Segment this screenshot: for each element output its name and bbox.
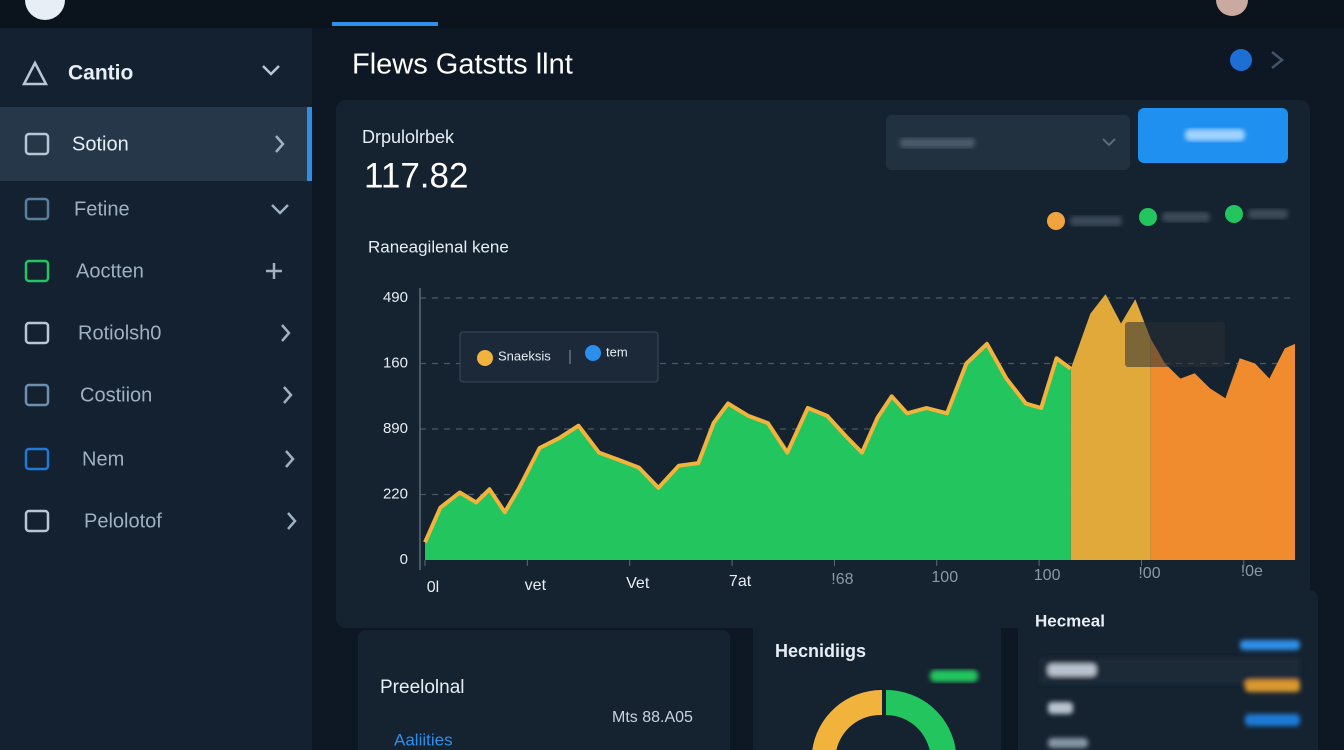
y-tick-label: 890 bbox=[383, 420, 408, 437]
tooltip-label: Snaeksis bbox=[498, 348, 551, 363]
page-title: Flews Gatstts llnt bbox=[352, 49, 573, 81]
item-label: Sotion bbox=[72, 133, 129, 155]
brand-icon bbox=[21, 60, 49, 86]
top-bar bbox=[0, 0, 1344, 28]
item-arrow bbox=[283, 386, 293, 404]
tooltip: Snaeksis tem bbox=[459, 331, 659, 383]
legend-text bbox=[1162, 212, 1210, 222]
x-tick-label: !0e bbox=[1241, 563, 1263, 580]
sidebar-item[interactable]: Costiion bbox=[24, 383, 293, 407]
selected-border bbox=[307, 107, 312, 181]
item-icon bbox=[24, 321, 50, 345]
sidebar-item[interactable]: Aoctten bbox=[24, 259, 282, 283]
row-text bbox=[1048, 664, 1096, 676]
item-icon bbox=[24, 447, 50, 471]
sidebar-item[interactable]: Nem bbox=[24, 447, 295, 471]
row-value bbox=[1245, 680, 1300, 692]
item-arrow bbox=[266, 263, 282, 279]
sidebar-item[interactable]: Fetine bbox=[24, 197, 289, 221]
x-tick-label: vet bbox=[525, 577, 547, 594]
item-icon bbox=[24, 383, 50, 407]
y-tick-label: 0 bbox=[400, 551, 408, 568]
x-tick-label: 0l bbox=[427, 579, 439, 596]
tooltip-dot bbox=[477, 350, 493, 366]
item-icon bbox=[24, 197, 50, 221]
x-tick-label: !68 bbox=[831, 571, 853, 588]
item-arrow bbox=[285, 450, 295, 468]
y-tick-label: 160 bbox=[383, 354, 408, 371]
panel-title: Preelolnal bbox=[380, 677, 465, 698]
area bbox=[425, 343, 1071, 560]
selected-bg bbox=[0, 107, 312, 181]
y-tick-label: 220 bbox=[383, 485, 408, 502]
legend-dot bbox=[1139, 208, 1157, 226]
dropdown-chevron bbox=[1102, 138, 1116, 147]
panel-title: Hecmeal bbox=[1035, 611, 1105, 630]
legend-text bbox=[1070, 216, 1122, 226]
x-tick-label: 7at bbox=[729, 573, 752, 590]
area bbox=[1150, 338, 1295, 560]
area-line bbox=[423, 341, 1072, 544]
item-icon bbox=[24, 259, 50, 283]
sidebar-item[interactable]: Rotiolsh0 bbox=[24, 321, 291, 345]
legend-dot bbox=[1047, 212, 1065, 230]
stat-label: Drpulolrbek bbox=[362, 127, 455, 147]
item-arrow bbox=[281, 324, 291, 342]
x-tick-label: 100 bbox=[931, 569, 958, 586]
item-label: Aoctten bbox=[76, 260, 144, 282]
dropdown[interactable] bbox=[886, 115, 1130, 170]
row-text bbox=[1048, 738, 1088, 748]
y-tick-label: 490 bbox=[383, 289, 408, 306]
panel-rows bbox=[1040, 640, 1300, 748]
item-label: Rotiolsh0 bbox=[78, 322, 161, 344]
stat-value: 117.82 bbox=[364, 156, 468, 195]
chart-label: Raneagilenal kene bbox=[368, 237, 509, 256]
sidebar-item[interactable]: Pelolotof bbox=[24, 509, 297, 533]
item-arrow bbox=[287, 512, 297, 530]
tooltip-dot bbox=[585, 345, 601, 361]
x-tick-label: Vet bbox=[626, 575, 650, 592]
sidebar-item[interactable]: Sotion bbox=[0, 107, 312, 181]
next-icon[interactable] bbox=[1271, 51, 1285, 69]
panel-badge bbox=[930, 670, 978, 682]
active-tab[interactable] bbox=[332, 22, 438, 26]
item-arrow bbox=[275, 135, 285, 153]
tooltip-label: tem bbox=[606, 344, 628, 359]
panel-title: Hecnidiigs bbox=[775, 641, 866, 661]
area-chart: 0 220 890 160 490 0l vet Vet 7at !68 100 100 !00 !0e bbox=[383, 288, 1295, 596]
donut-segment bbox=[886, 689, 956, 750]
item-icon bbox=[24, 509, 50, 533]
tooltip-box bbox=[459, 331, 659, 383]
item-label: Fetine bbox=[74, 198, 130, 220]
row-value bbox=[1245, 714, 1300, 726]
x-tick-label: !00 bbox=[1138, 565, 1160, 582]
brand: Cantio bbox=[68, 62, 133, 85]
logo bbox=[25, 0, 65, 20]
button-text bbox=[1185, 129, 1245, 141]
legend-text bbox=[1248, 209, 1288, 219]
panel-middle bbox=[753, 615, 1001, 750]
hover-box bbox=[1125, 322, 1225, 367]
row-value bbox=[1240, 640, 1300, 650]
item-icon bbox=[24, 132, 50, 156]
item-arrow bbox=[271, 204, 289, 215]
x-tick-label: 100 bbox=[1034, 567, 1061, 584]
chevron[interactable] bbox=[262, 65, 280, 76]
item-label: Nem bbox=[82, 448, 124, 470]
panel-link[interactable]: Aaliities bbox=[394, 730, 453, 749]
item-label: Costiion bbox=[80, 384, 152, 406]
chart-legend bbox=[1047, 205, 1288, 230]
panel-left bbox=[358, 630, 730, 750]
donut-segment bbox=[812, 689, 882, 750]
sidebar-menu: Cantio Sotion Fetine Aoctten Rotiolsh0 Costi… bbox=[0, 60, 312, 533]
panel-value: Mts 88.A05 bbox=[612, 709, 693, 726]
row-text bbox=[1048, 702, 1073, 714]
avatar[interactable] bbox=[1216, 0, 1248, 16]
dropdown-text bbox=[900, 138, 975, 148]
legend-dot bbox=[1225, 205, 1243, 223]
status-dot bbox=[1230, 49, 1252, 71]
item-label: Pelolotof bbox=[84, 510, 162, 532]
